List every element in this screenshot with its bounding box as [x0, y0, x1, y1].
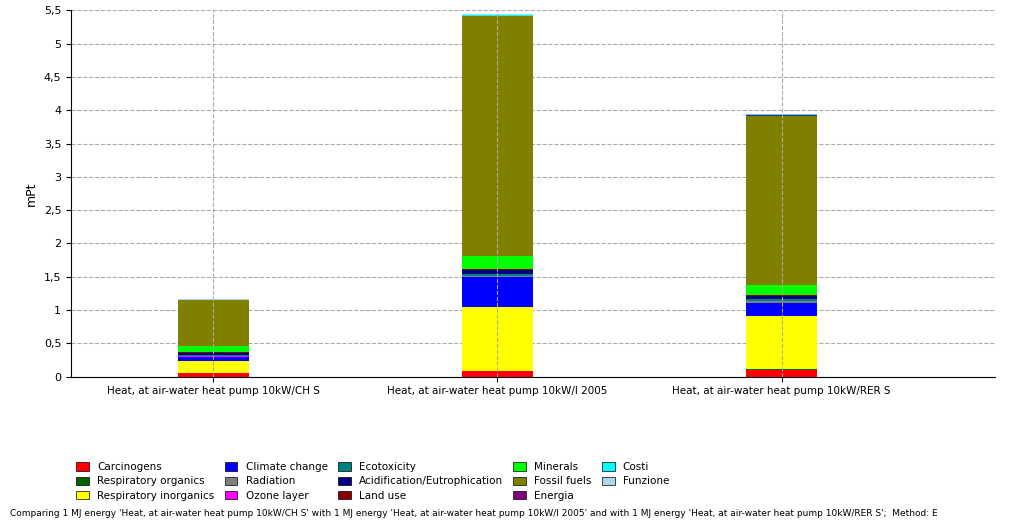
Bar — [746, 301, 817, 303]
Bar — [462, 276, 533, 277]
Bar — [746, 286, 817, 295]
Bar — [462, 256, 533, 269]
Bar — [746, 369, 817, 370]
Bar — [462, 371, 533, 377]
Bar — [178, 372, 249, 373]
Bar — [462, 269, 533, 270]
Bar — [178, 300, 249, 346]
Legend: Carcinogens, Respiratory organics, Respiratory inorganics, Climate change, Radia: Carcinogens, Respiratory organics, Respi… — [76, 462, 669, 501]
Bar — [746, 299, 817, 301]
Bar — [462, 16, 533, 256]
Bar — [178, 353, 249, 355]
Bar — [178, 355, 249, 356]
Bar — [462, 270, 533, 274]
Bar — [746, 295, 817, 297]
Bar — [462, 15, 533, 16]
Bar — [746, 303, 817, 316]
Bar — [462, 277, 533, 308]
Bar — [178, 357, 249, 360]
Bar — [746, 116, 817, 286]
Text: Comparing 1 MJ energy 'Heat, at air-water heat pump 10kW/CH S' with 1 MJ energy : Comparing 1 MJ energy 'Heat, at air-wate… — [10, 509, 938, 518]
Bar — [178, 373, 249, 377]
Bar — [178, 360, 249, 372]
Y-axis label: mPt: mPt — [25, 181, 39, 206]
Bar — [746, 113, 817, 115]
Bar — [746, 297, 817, 299]
Bar — [462, 274, 533, 276]
Bar — [462, 308, 533, 371]
Bar — [746, 115, 817, 116]
Bar — [746, 316, 817, 369]
Bar — [746, 370, 817, 377]
Bar — [178, 346, 249, 353]
